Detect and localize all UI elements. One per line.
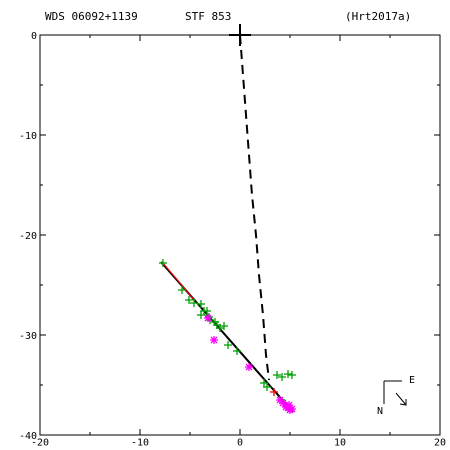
y-tick-label: -30 bbox=[19, 331, 37, 342]
observation-plus bbox=[278, 373, 286, 381]
compass-east-label: E bbox=[409, 375, 415, 386]
compass-north-label: N bbox=[377, 406, 383, 417]
observation-plus bbox=[284, 370, 292, 378]
x-tick-label: -10 bbox=[131, 437, 149, 448]
observation-asterisk bbox=[288, 405, 296, 413]
asterisk-stroke bbox=[285, 401, 293, 409]
observation-plus bbox=[288, 371, 296, 379]
observation-plus bbox=[216, 324, 224, 332]
y-tick-label: -10 bbox=[19, 131, 37, 142]
observation-plus bbox=[220, 322, 228, 330]
observation-plus bbox=[270, 388, 278, 396]
axis-ticks bbox=[39, 34, 441, 436]
observation-plus bbox=[224, 341, 232, 349]
observation-plus bbox=[190, 299, 198, 307]
observation-asterisk bbox=[204, 314, 212, 322]
observation-asterisk bbox=[210, 336, 218, 344]
observation-plus bbox=[233, 347, 241, 355]
wds-identifier: WDS 06092+1139 bbox=[45, 10, 138, 23]
orbit-fit-red-line bbox=[162, 262, 196, 302]
observation-asterisk bbox=[285, 401, 293, 409]
x-tick-label: 0 bbox=[237, 437, 243, 448]
y-tick-label: 0 bbox=[31, 31, 37, 42]
x-tick-label: -20 bbox=[31, 437, 49, 448]
observation-plus bbox=[178, 286, 186, 294]
asterisk-stroke bbox=[279, 399, 287, 407]
observation-asterisk bbox=[245, 363, 253, 371]
motion-arrow-icon bbox=[395, 392, 407, 406]
compass-rose: E N bbox=[377, 375, 415, 417]
x-tick-label: 10 bbox=[334, 437, 346, 448]
x-tick-label: 20 bbox=[434, 437, 446, 448]
dashed-motion-path bbox=[239, 34, 270, 381]
observation-plus bbox=[185, 296, 193, 304]
asterisk-stroke bbox=[204, 314, 212, 322]
axis-tick-labels: -20 -10 0 10 20 0 -10 -20 -30 -40 bbox=[19, 31, 446, 448]
observation-plus bbox=[263, 383, 271, 391]
asterisk-stroke bbox=[210, 336, 218, 344]
chart-marks bbox=[159, 24, 296, 414]
observation-plus bbox=[203, 307, 211, 315]
y-tick-label: -20 bbox=[19, 231, 37, 242]
y-tick-label: -40 bbox=[19, 431, 37, 442]
asterisk-stroke bbox=[288, 405, 296, 413]
observation-plus bbox=[197, 300, 205, 308]
discoverer-designation: STF 853 bbox=[185, 10, 232, 23]
reference-code: (Hrt2017a) bbox=[345, 10, 412, 23]
motion-arrowhead-icon bbox=[399, 399, 407, 406]
asterisk-stroke bbox=[245, 363, 253, 371]
observation-plus bbox=[159, 259, 167, 267]
plot-frame bbox=[39, 34, 441, 436]
observation-plus bbox=[197, 311, 205, 319]
observation-plus bbox=[273, 371, 281, 379]
